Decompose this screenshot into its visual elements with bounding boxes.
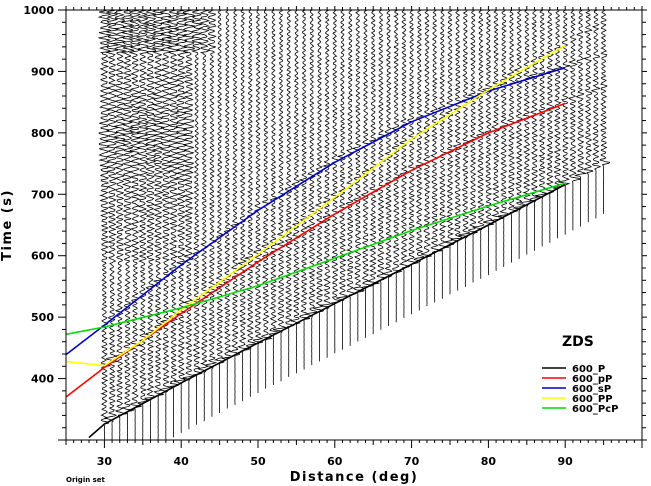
seismic-trace: [290, 10, 302, 374]
seismic-trace: [97, 10, 112, 440]
seismic-trace: [437, 10, 450, 299]
legend-label-600_P: 600_P: [572, 364, 605, 375]
seismic-traces: [97, 10, 611, 440]
seismic-trace: [398, 10, 411, 318]
x-axis-title: Distance (deg): [290, 470, 419, 485]
seismic-trace: [243, 10, 257, 397]
legend-label-600_PcP: 600_PcP: [572, 404, 618, 415]
seismic-trace: [529, 10, 540, 251]
seismic-trace: [159, 10, 173, 440]
seismic-trace: [112, 10, 127, 440]
legend-label-600_pP: 600_pP: [572, 374, 612, 385]
y-tick-label: 500: [31, 311, 54, 324]
y-tick-label: 700: [31, 188, 54, 201]
seismic-trace: [420, 10, 432, 307]
curve-600_PP: [66, 44, 566, 367]
seismic-trace: [299, 10, 311, 370]
y-tick-label: 1000: [23, 4, 54, 17]
plot-frame: [65, 9, 643, 441]
seismic-trace: [120, 10, 135, 440]
y-axis-title: Time (s): [0, 189, 15, 261]
seismic-trace: [127, 10, 143, 440]
seismic-trace: [221, 10, 233, 409]
seismic-trace: [443, 10, 456, 295]
seismic-trace: [319, 10, 332, 358]
legend-label-600_PP: 600_PP: [572, 394, 613, 405]
y-tick-label: 600: [31, 250, 54, 263]
seismic-trace: [173, 10, 189, 433]
seismic-trace: [166, 10, 180, 438]
x-tick-label: 30: [97, 455, 113, 468]
seismic-trace: [252, 10, 264, 394]
seismic-trace: [457, 10, 471, 287]
seismic-trace: [103, 10, 120, 440]
seismic-trace: [205, 10, 218, 417]
curve-600_PcP: [66, 182, 566, 336]
seismic-trace: [260, 10, 273, 389]
seismic-trace: [197, 10, 211, 422]
seismic-trace: [237, 10, 252, 402]
curve-600_sP: [66, 66, 566, 356]
seismic-trace: [312, 10, 326, 362]
curve-600_pP: [66, 102, 566, 398]
legend-label-600_sP: 600_sP: [572, 384, 611, 395]
y-tick-label: 800: [31, 127, 54, 140]
seismic-trace: [481, 10, 495, 276]
seismic-trace: [567, 10, 581, 231]
seismic-trace: [345, 10, 358, 346]
origin-note: Origin set: [66, 476, 106, 484]
seismic-trace: [391, 10, 403, 323]
seismic-trace: [497, 10, 510, 268]
seismic-trace: [305, 10, 318, 366]
seismic-trace: [135, 10, 150, 440]
seismic-trace: [273, 10, 288, 382]
seismic-trace: [413, 10, 425, 311]
seismic-trace: [574, 10, 587, 227]
seismic-trace: [335, 10, 348, 350]
phase-travel-time-curves: [66, 44, 566, 439]
curve-600_P: [88, 183, 566, 439]
seismic-trace: [519, 10, 533, 255]
y-tick-label: 400: [31, 373, 54, 386]
seismic-trace: [545, 10, 556, 243]
seismic-trace: [467, 10, 480, 283]
seismic-trace: [329, 10, 342, 354]
seismic-trace: [583, 10, 594, 223]
seismic-trace: [472, 10, 487, 279]
seismic-trace: [143, 10, 157, 440]
seismic-trace: [151, 10, 166, 440]
seismic-trace: [506, 10, 518, 263]
seismic-trace: [535, 10, 548, 247]
x-tick-label: 50: [250, 455, 266, 468]
seismic-trace: [351, 10, 365, 342]
seismic-trace: [558, 10, 571, 235]
seismic-trace: [406, 10, 419, 315]
x-tick-label: 80: [481, 455, 497, 468]
x-tick-label: 40: [174, 455, 190, 468]
seismic-trace: [450, 10, 464, 291]
seismic-trace: [599, 10, 611, 214]
seismic-trace: [552, 10, 565, 239]
seismic-trace: [376, 10, 388, 330]
x-tick-label: 60: [327, 455, 343, 468]
seismic-trace: [512, 10, 526, 259]
seismic-trace: [190, 10, 203, 425]
seismic-trace: [382, 10, 393, 327]
seismic-trace: [429, 10, 444, 303]
x-tick-label: 90: [558, 455, 574, 468]
x-tick-label: 70: [404, 455, 420, 468]
seismic-trace: [590, 10, 602, 219]
y-tick-label: 900: [31, 65, 54, 78]
seismic-trace: [229, 10, 242, 405]
seismic-trace: [269, 10, 279, 385]
seismic-trace: [182, 10, 196, 430]
legend-title: ZDS: [562, 334, 594, 350]
seismic-trace: [490, 10, 504, 271]
seismic-trace: [359, 10, 375, 338]
seismic-trace: [213, 10, 226, 413]
axis-ticks: 30 40 50 60 70 80 90 400 500 600 700 800 900 1000: [23, 4, 647, 468]
